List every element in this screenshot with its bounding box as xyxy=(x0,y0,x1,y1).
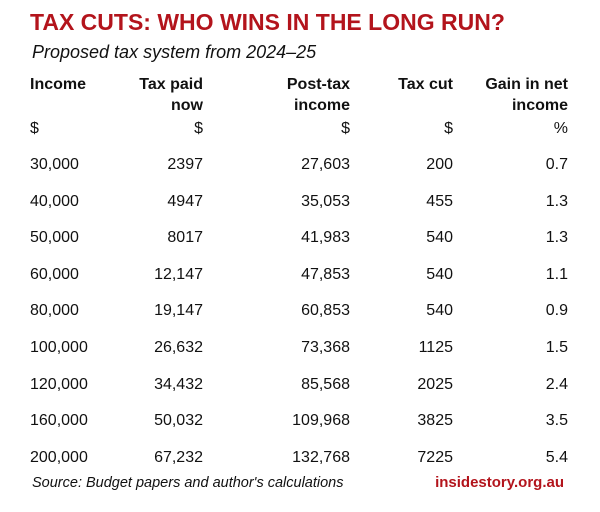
cell: 0.7 xyxy=(545,156,568,173)
column-unit: $ xyxy=(194,120,203,137)
cell: 200,000 xyxy=(30,448,88,466)
column-header: Income xyxy=(30,76,87,93)
cell: 1125 xyxy=(418,339,453,356)
cell: 19,147 xyxy=(154,302,203,320)
cell: 160,000 xyxy=(30,412,88,430)
cell: 1.3 xyxy=(545,229,568,247)
cell: 200 xyxy=(426,156,453,173)
column-header: Post-tax xyxy=(286,76,350,93)
column-header: Tax paid xyxy=(139,76,203,93)
cell: 3825 xyxy=(417,412,453,430)
column-unit: $ xyxy=(444,120,453,137)
cell: 35,053 xyxy=(301,192,350,210)
cell: 2025 xyxy=(417,375,453,393)
cell: 60,000 xyxy=(30,265,79,283)
cell: 26,632 xyxy=(154,339,203,356)
column-header: income xyxy=(511,97,568,114)
cell: 2.4 xyxy=(545,375,568,393)
cell: 50,000 xyxy=(30,229,79,247)
cell: 34,432 xyxy=(154,375,203,393)
cell: 1.5 xyxy=(545,339,568,356)
site-credit: insidestory.org.au xyxy=(435,474,564,491)
column-header: now xyxy=(171,97,203,114)
cell: 100,000 xyxy=(30,339,88,356)
cell: 1.3 xyxy=(545,192,568,210)
cell: 0.9 xyxy=(545,302,568,320)
column-header: Tax cut xyxy=(398,76,453,93)
cell: 7225 xyxy=(417,448,453,466)
cell: 8017 xyxy=(167,229,203,247)
title: TAX CUTS: WHO WINS IN THE LONG RUN? xyxy=(30,9,505,35)
cell: 120,000 xyxy=(30,375,88,393)
cell: 540 xyxy=(426,265,453,283)
cell: 132,768 xyxy=(292,448,350,466)
cell: 4947 xyxy=(167,192,203,210)
column-unit: % xyxy=(553,120,568,137)
cell: 1.1 xyxy=(545,265,568,283)
subtitle: Proposed tax system from 2024–25 xyxy=(32,42,317,62)
cell: 47,853 xyxy=(301,265,350,283)
cell: 41,983 xyxy=(301,229,350,247)
cell: 67,232 xyxy=(154,448,203,466)
cell: 3.5 xyxy=(545,412,568,430)
cell: 109,968 xyxy=(292,412,350,430)
cell: 5.4 xyxy=(545,448,568,466)
column-unit: $ xyxy=(341,120,350,137)
cell: 40,000 xyxy=(30,192,79,210)
cell: 2397 xyxy=(167,156,203,173)
source-note: Source: Budget papers and author's calcu… xyxy=(32,475,344,491)
column-header: income xyxy=(293,97,350,114)
cell: 12,147 xyxy=(154,265,203,283)
cell: 540 xyxy=(426,229,453,247)
cell: 50,032 xyxy=(154,412,203,430)
cell: 27,603 xyxy=(301,156,350,173)
cell: 73,368 xyxy=(301,339,350,356)
column-header: Gain in net xyxy=(485,76,568,93)
cell: 30,000 xyxy=(30,156,79,173)
cell: 540 xyxy=(426,302,453,320)
cell: 80,000 xyxy=(30,302,79,320)
cell: 455 xyxy=(426,192,453,210)
cell: 85,568 xyxy=(301,375,350,393)
cell: 60,853 xyxy=(301,302,350,320)
column-unit: $ xyxy=(30,120,39,137)
